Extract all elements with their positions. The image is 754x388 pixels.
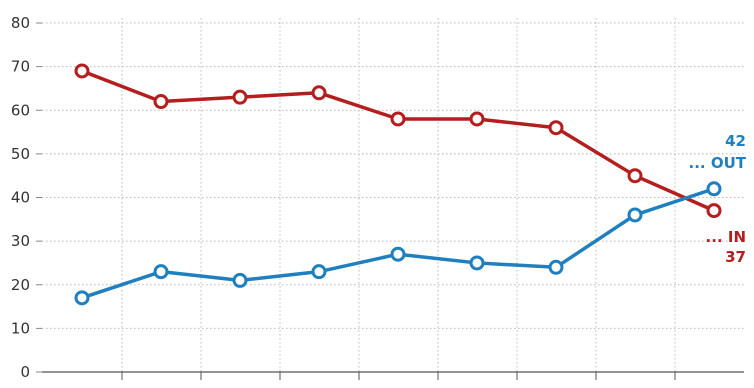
out-series-label: ... OUT: [689, 154, 747, 172]
out-series-point: [548, 259, 564, 275]
in-series-point: [706, 203, 722, 219]
out-series-point: [390, 246, 406, 262]
in-series-point: [74, 63, 90, 79]
in-series-line: [80, 69, 716, 213]
out-series-point: [706, 181, 722, 197]
y-tick-label: 30: [11, 232, 30, 250]
y-tick-label: 40: [11, 189, 30, 207]
out-series-point: [469, 255, 485, 271]
in-series-point: [232, 89, 248, 105]
in-series-point: [548, 120, 564, 136]
out-series-line: [80, 187, 716, 300]
in-series-point: [311, 85, 327, 101]
y-tick-label: 20: [11, 276, 30, 294]
in-series-label: ... IN: [706, 228, 746, 246]
out-series-point: [627, 207, 643, 223]
in-series-point: [390, 111, 406, 127]
out-series-end-value: 42: [725, 132, 746, 150]
y-tick-label: 10: [11, 319, 30, 337]
gridlines: [42, 18, 744, 372]
in-series-end-value: 37: [725, 248, 746, 266]
in-series-point: [627, 168, 643, 184]
y-tick-label: 80: [11, 14, 30, 32]
out-series-point: [153, 264, 169, 280]
y-tick-label: 70: [11, 58, 30, 76]
y-tick-label: 60: [11, 101, 30, 119]
series-layer: [74, 63, 722, 306]
y-axis: 0 10 20 30 40 50 60 70 80: [11, 14, 744, 381]
out-series-point: [311, 264, 327, 280]
y-tick-label: 0: [20, 363, 30, 381]
in-series-point: [469, 111, 485, 127]
out-series-point: [232, 272, 248, 288]
out-series-point: [74, 290, 90, 306]
in-series-point: [153, 94, 169, 110]
y-tick-label: 50: [11, 145, 30, 163]
